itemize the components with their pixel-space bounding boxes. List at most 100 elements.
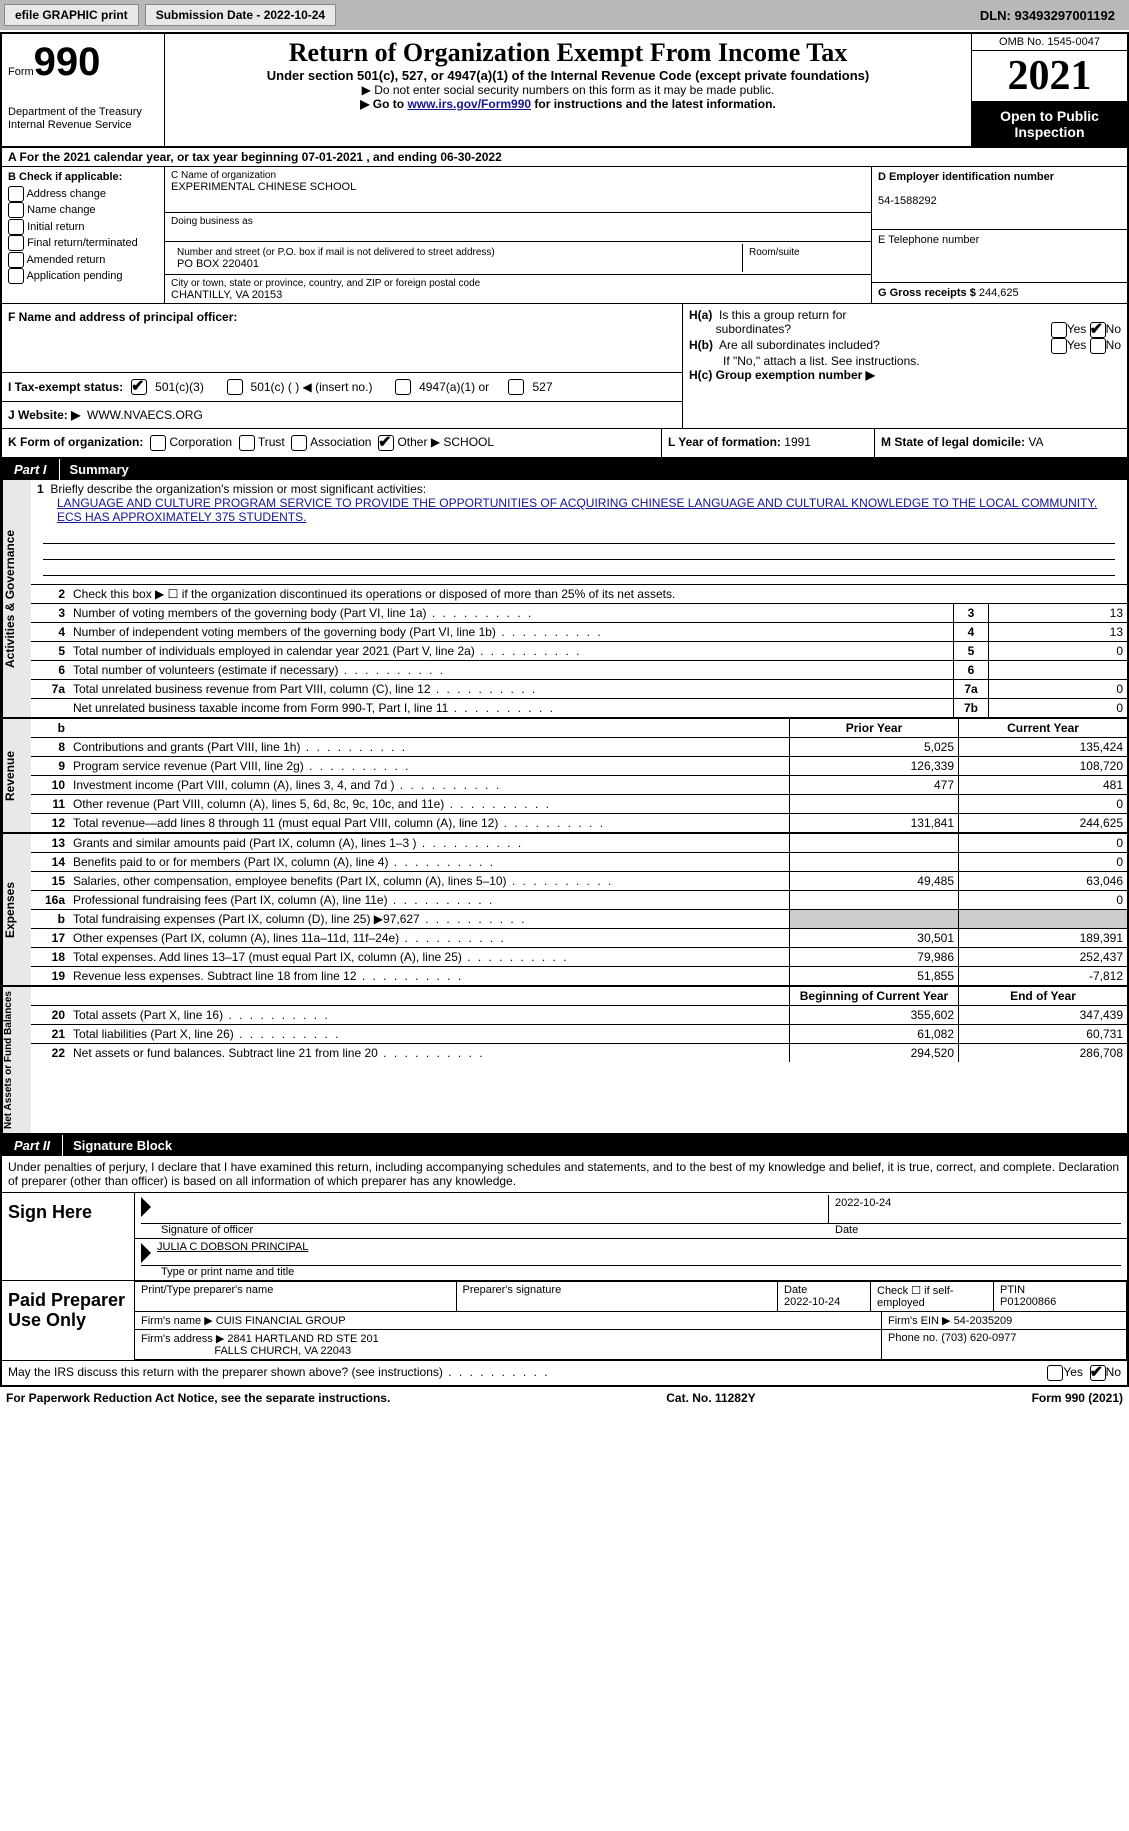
note-ssn: ▶ Do not enter social security numbers o… <box>173 83 963 97</box>
line-num: 19 <box>31 967 69 985</box>
chk-name-change[interactable] <box>8 202 24 218</box>
line-desc: Total expenses. Add lines 13–17 (must eq… <box>69 948 789 966</box>
side-net-assets: Net Assets or Fund Balances <box>2 987 31 1133</box>
line-prior: 477 <box>789 776 958 794</box>
website-label: J Website: ▶ <box>8 408 80 422</box>
line-num: 3 <box>31 604 69 622</box>
chk-final-return[interactable] <box>8 235 24 251</box>
org-name-label: C Name of organization <box>171 170 276 181</box>
sig-date-value: 2022-10-24 <box>828 1195 1121 1223</box>
line-val: 13 <box>988 604 1127 622</box>
line-current: 481 <box>958 776 1127 794</box>
line-num: 22 <box>31 1044 69 1062</box>
city-value: CHANTILLY, VA 20153 <box>171 289 282 301</box>
sig-officer-label: Signature of officer <box>161 1224 829 1236</box>
line-num: 17 <box>31 929 69 947</box>
side-expenses: Expenses <box>2 834 31 985</box>
col-prior-year: Prior Year <box>789 719 958 737</box>
line-num: 21 <box>31 1025 69 1043</box>
line-desc: Total number of volunteers (estimate if … <box>69 661 953 679</box>
line-current: 286,708 <box>958 1044 1127 1062</box>
line-2-desc: Check this box ▶ ☐ if the organization d… <box>69 585 1127 603</box>
col-end-year: End of Year <box>958 987 1127 1005</box>
irs-label: Internal Revenue Service <box>8 119 158 132</box>
part-1-label: Part I <box>2 459 60 480</box>
opt-other-value: SCHOOL <box>443 435 494 449</box>
side-activities: Activities & Governance <box>2 480 31 717</box>
line-num: 12 <box>31 814 69 832</box>
line-current: 0 <box>958 853 1127 871</box>
opt-trust: Trust <box>258 435 285 449</box>
col-b-title: B Check if applicable: <box>8 171 122 183</box>
line-desc: Net assets or fund balances. Subtract li… <box>69 1044 789 1062</box>
line-num: 11 <box>31 795 69 813</box>
line-num: 15 <box>31 872 69 890</box>
year-formation-value: 1991 <box>784 435 811 449</box>
line-prior <box>789 891 958 909</box>
line-desc: Contributions and grants (Part VIII, lin… <box>69 738 789 756</box>
principal-officer-label: F Name and address of principal officer: <box>8 310 237 324</box>
line-desc: Other expenses (Part IX, column (A), lin… <box>69 929 789 947</box>
line-prior: 5,025 <box>789 738 958 756</box>
line-prior: 126,339 <box>789 757 958 775</box>
chk-4947[interactable] <box>395 379 411 395</box>
dept-treasury: Department of the Treasury <box>8 106 158 119</box>
line-val <box>988 661 1127 679</box>
line-desc: Total number of individuals employed in … <box>69 642 953 660</box>
chk-initial-return[interactable] <box>8 219 24 235</box>
lbl-app-pending: Application pending <box>26 270 122 282</box>
ein-label: D Employer identification number <box>878 171 1054 183</box>
chk-irs-yes[interactable] <box>1047 1365 1063 1381</box>
lbl-name-change: Name change <box>27 204 96 216</box>
chk-amended-return[interactable] <box>8 252 24 268</box>
line-current <box>958 910 1127 928</box>
note-goto-post: for instructions and the latest informat… <box>531 97 776 111</box>
room-label: Room/suite <box>749 247 800 258</box>
chk-app-pending[interactable] <box>8 268 24 284</box>
line-prior <box>789 910 958 928</box>
line-val: 0 <box>988 642 1127 660</box>
chk-hb-no[interactable] <box>1090 338 1106 354</box>
footer-right: Form 990 (2021) <box>1032 1391 1123 1405</box>
irs-link[interactable]: www.irs.gov/Form990 <box>407 97 531 111</box>
chk-501c[interactable] <box>227 379 243 395</box>
paid-preparer-label: Paid Preparer Use Only <box>2 1281 134 1360</box>
chk-corp[interactable] <box>150 435 166 451</box>
line-num: 13 <box>31 834 69 852</box>
line-desc: Benefits paid to or for members (Part IX… <box>69 853 789 871</box>
chk-hb-yes[interactable] <box>1051 338 1067 354</box>
chk-ha-no[interactable] <box>1090 322 1106 338</box>
may-irs-discuss: May the IRS discuss this return with the… <box>8 1365 550 1381</box>
arrow-icon <box>141 1243 151 1263</box>
line-box: 6 <box>953 661 988 679</box>
phone-label-e: E Telephone number <box>878 234 979 246</box>
line-prior: 61,082 <box>789 1025 958 1043</box>
lbl-amended-return: Amended return <box>26 254 105 266</box>
chk-assoc[interactable] <box>291 435 307 451</box>
chk-501c3[interactable] <box>131 379 147 395</box>
sig-declaration: Under penalties of perjury, I declare th… <box>2 1156 1127 1192</box>
sig-name-label: Type or print name and title <box>141 1266 1121 1278</box>
chk-ha-yes[interactable] <box>1051 322 1067 338</box>
line-num <box>31 699 69 717</box>
ptin-value: P01200866 <box>1000 1296 1056 1308</box>
opt-4947: 4947(a)(1) or <box>419 380 489 394</box>
footer: For Paperwork Reduction Act Notice, see … <box>0 1387 1129 1409</box>
chk-other[interactable] <box>378 435 394 451</box>
chk-address-change[interactable] <box>8 186 24 202</box>
line-num: 5 <box>31 642 69 660</box>
line-box: 5 <box>953 642 988 660</box>
chk-irs-no[interactable] <box>1090 1365 1106 1381</box>
line-desc: Total fundraising expenses (Part IX, col… <box>69 910 789 928</box>
chk-527[interactable] <box>508 379 524 395</box>
firm-name-label: Firm's name ▶ <box>141 1315 213 1327</box>
addr-value: PO BOX 220401 <box>177 258 259 270</box>
line-num: 8 <box>31 738 69 756</box>
efile-print-button[interactable]: efile GRAPHIC print <box>4 4 139 26</box>
chk-trust[interactable] <box>239 435 255 451</box>
line-desc: Revenue less expenses. Subtract line 18 … <box>69 967 789 985</box>
line-current: -7,812 <box>958 967 1127 985</box>
state-domicile-label: M State of legal domicile: <box>881 435 1025 449</box>
row-a-tax-year: A For the 2021 calendar year, or tax yea… <box>2 148 1127 167</box>
line-desc: Total liabilities (Part X, line 26) <box>69 1025 789 1043</box>
